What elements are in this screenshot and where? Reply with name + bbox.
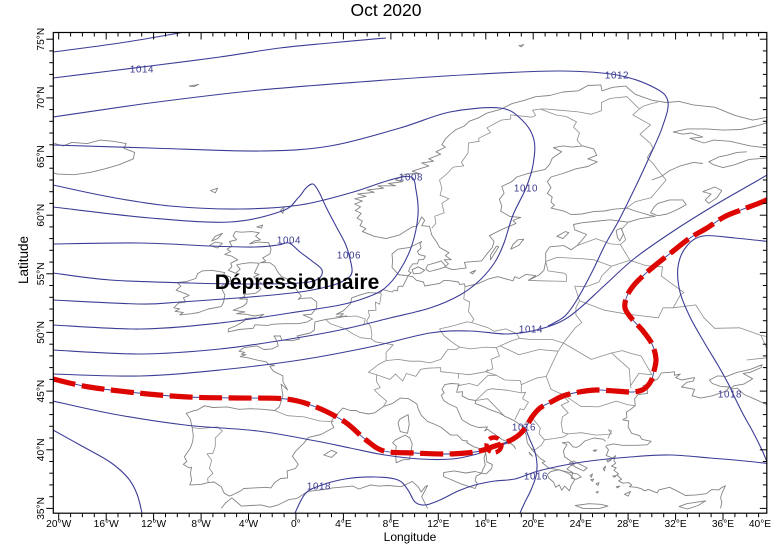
svg-text:75°N: 75°N — [36, 28, 47, 51]
svg-text:28°E: 28°E — [617, 519, 639, 530]
svg-text:1004: 1004 — [277, 236, 301, 247]
svg-text:1008: 1008 — [399, 173, 423, 184]
svg-text:0°: 0° — [291, 519, 301, 530]
svg-text:20°E: 20°E — [522, 519, 544, 530]
svg-text:55°N: 55°N — [36, 262, 47, 285]
svg-text:4°E: 4°E — [335, 519, 352, 530]
svg-text:1010: 1010 — [514, 184, 538, 195]
svg-text:35°N: 35°N — [36, 497, 47, 520]
svg-text:20°W: 20°W — [46, 519, 71, 530]
svg-text:65°N: 65°N — [36, 145, 47, 168]
svg-text:1018: 1018 — [718, 390, 742, 401]
svg-text:45°N: 45°N — [36, 380, 47, 403]
svg-text:1018: 1018 — [307, 482, 331, 493]
svg-text:32°E: 32°E — [664, 519, 686, 530]
svg-text:16°W: 16°W — [94, 519, 119, 530]
svg-text:1006: 1006 — [337, 251, 361, 262]
svg-text:1014: 1014 — [519, 325, 543, 336]
svg-text:12°W: 12°W — [141, 519, 166, 530]
svg-text:4°W: 4°W — [239, 519, 259, 530]
svg-text:Latitude: Latitude — [16, 236, 31, 284]
svg-text:60°N: 60°N — [36, 204, 47, 227]
svg-text:8°E: 8°E — [383, 519, 400, 530]
svg-text:36°E: 36°E — [712, 519, 734, 530]
svg-text:Longitude: Longitude — [384, 530, 437, 544]
svg-text:1012: 1012 — [605, 71, 629, 82]
svg-text:12°E: 12°E — [427, 519, 449, 530]
svg-text:24°E: 24°E — [570, 519, 592, 530]
svg-text:16°E: 16°E — [475, 519, 497, 530]
svg-text:40°E: 40°E — [749, 519, 771, 530]
svg-text:70°N: 70°N — [36, 87, 47, 110]
svg-text:1014: 1014 — [130, 65, 154, 76]
svg-text:40°N: 40°N — [36, 438, 47, 461]
svg-text:Oct 2020: Oct 2020 — [350, 0, 421, 20]
svg-text:8°W: 8°W — [191, 519, 211, 530]
svg-text:50°N: 50°N — [36, 321, 47, 344]
svg-text:Dépressionnaire: Dépressionnaire — [215, 271, 380, 294]
svg-text:1016: 1016 — [524, 472, 548, 483]
